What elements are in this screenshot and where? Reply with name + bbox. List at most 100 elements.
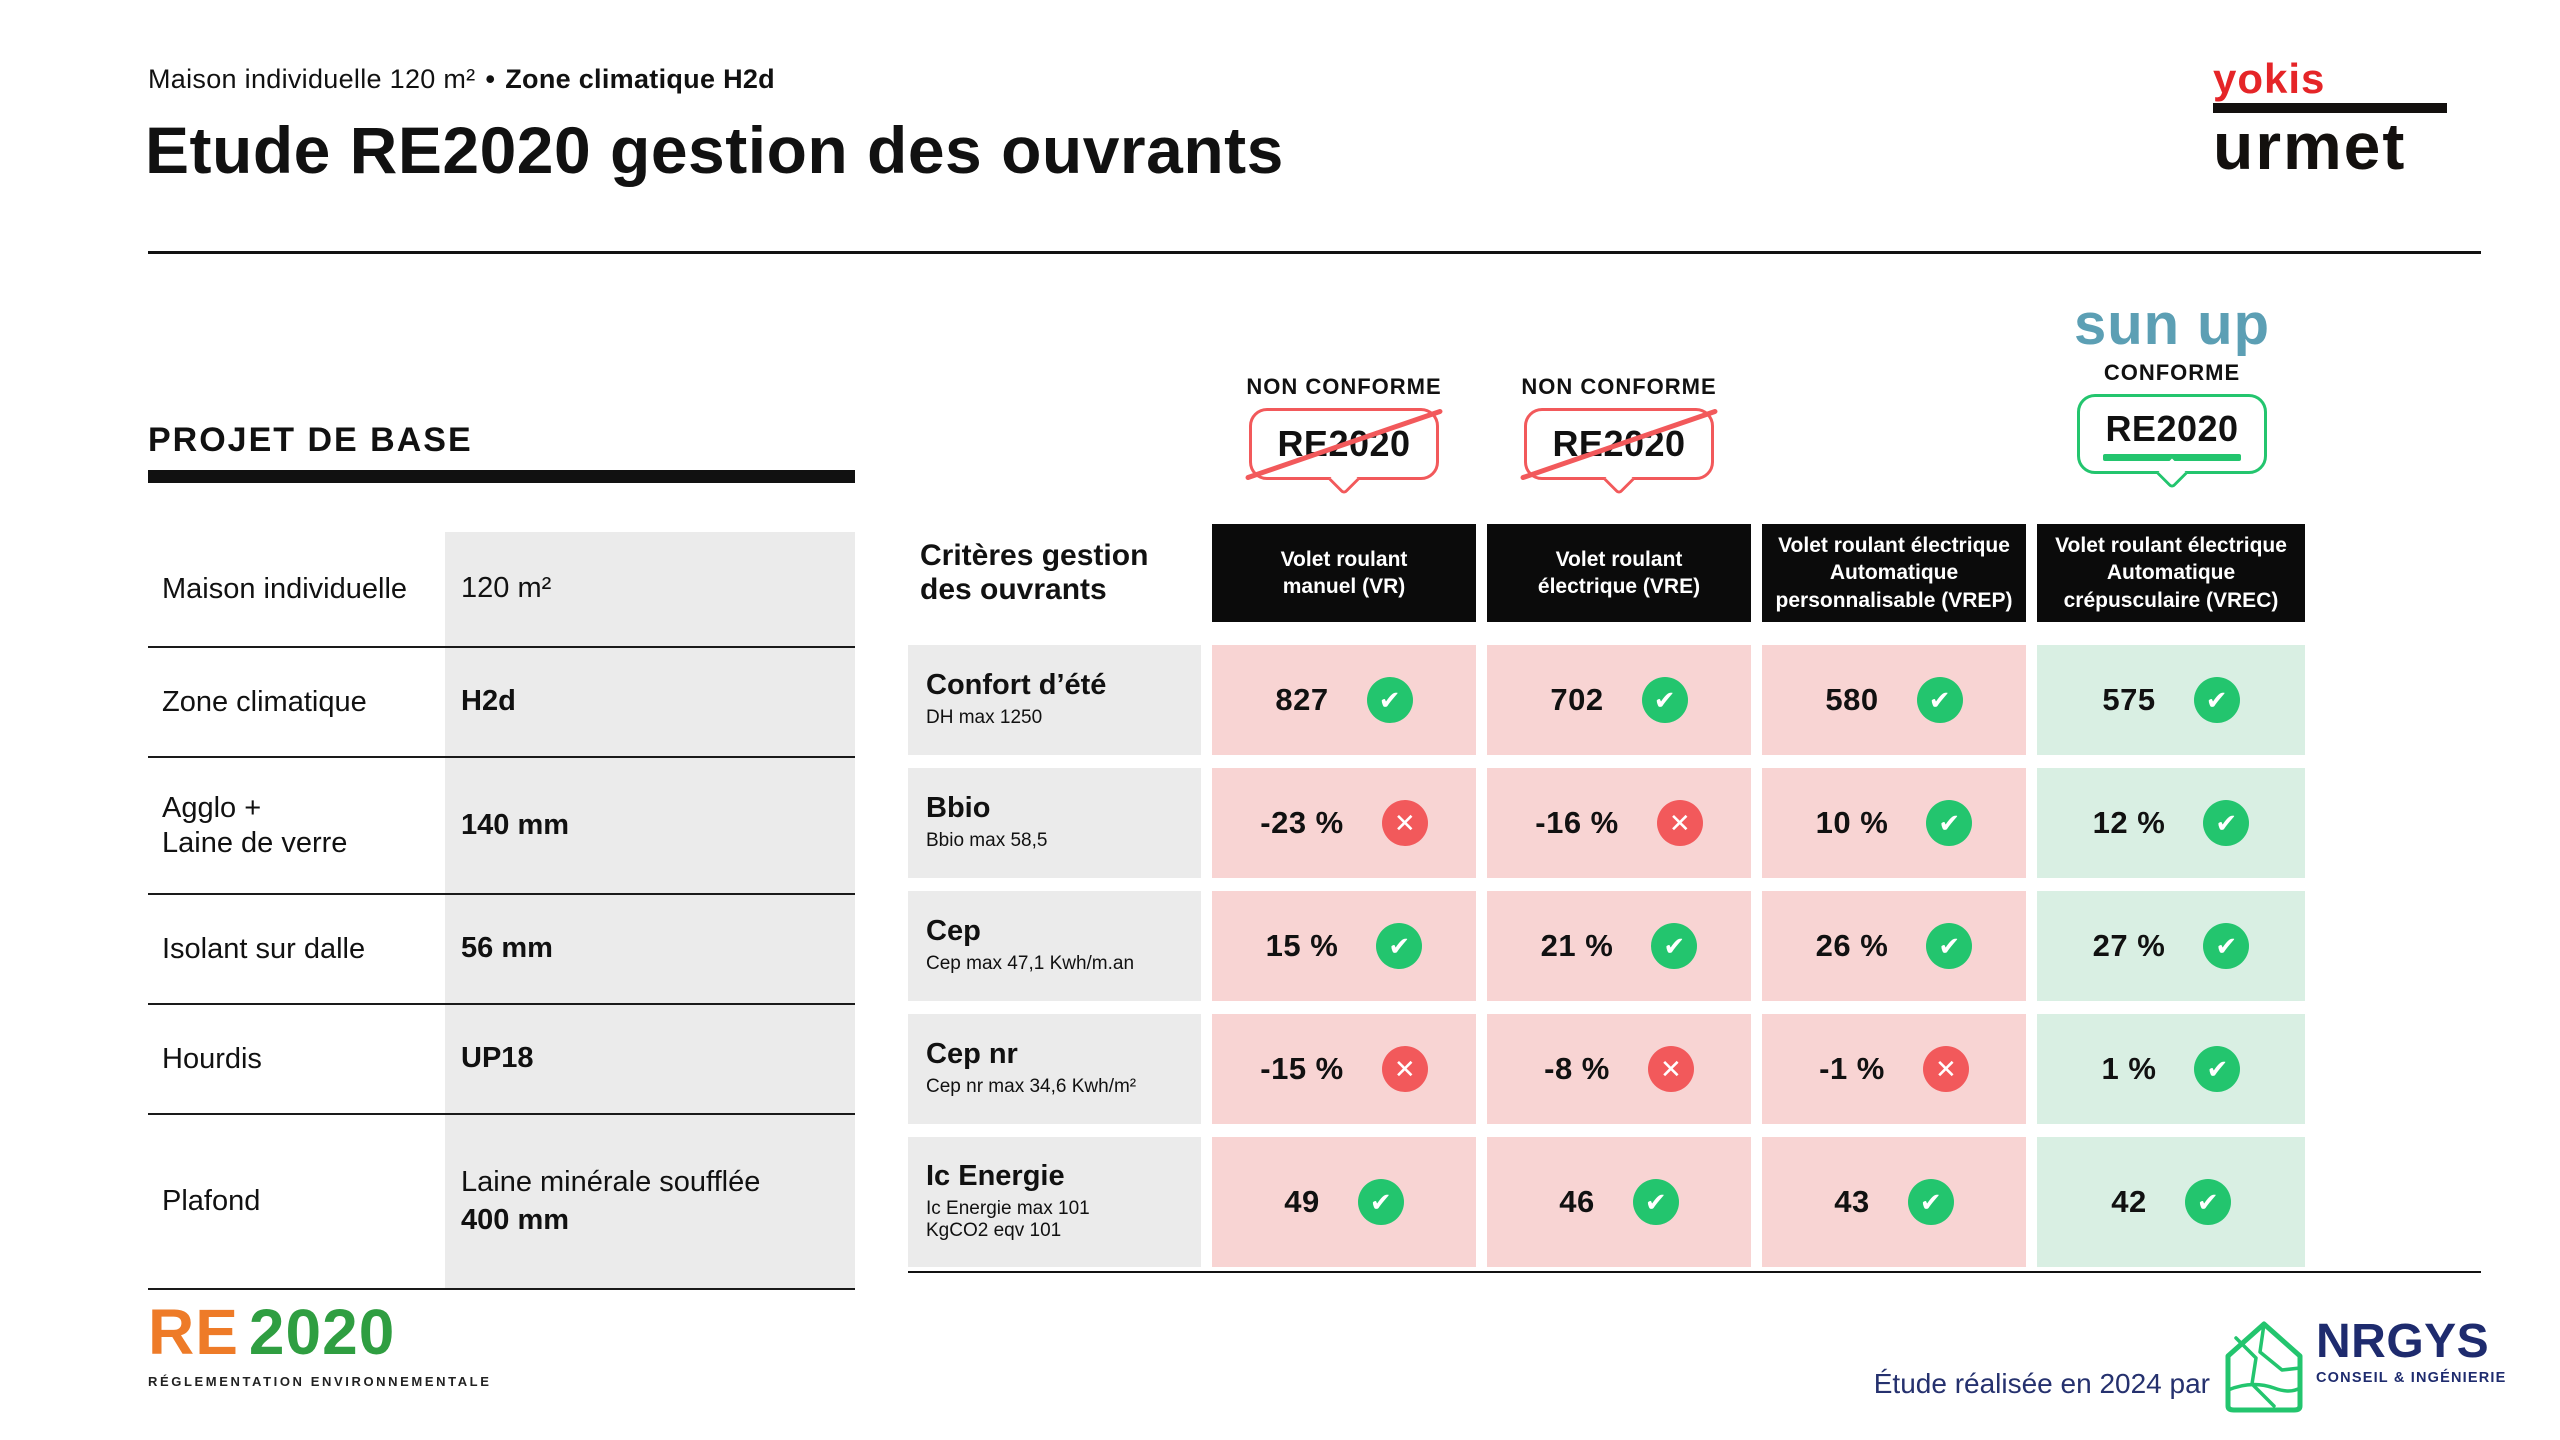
value-cell: 827 <box>1212 645 1476 755</box>
value-cell: 1 % <box>2037 1014 2305 1124</box>
urmet-logo-text: urmet <box>2213 109 2407 183</box>
value-cell: 575 <box>2037 645 2305 755</box>
project-row-label: Zone climatique <box>162 685 367 718</box>
conforme-underline <box>2103 453 2241 461</box>
value-cell: 10 % <box>1762 768 2026 878</box>
criteria-title: Confort d’été <box>926 669 1107 702</box>
re2020-logo-re: RE <box>148 1296 239 1368</box>
criteria-value: 43 <box>1834 1184 1870 1219</box>
criteria-value: 26 % <box>1815 928 1889 963</box>
criteria-title: Bbio <box>926 792 991 825</box>
document-subtitle: Maison individuelle 120 m² • Zone climatiq… <box>148 64 775 95</box>
criteria-value: 21 % <box>1540 928 1614 963</box>
conforme-label: CONFORME <box>2103 360 2241 385</box>
criteria-title: Ic Energie <box>926 1159 1065 1192</box>
criteria-value: -23 % <box>1260 805 1344 840</box>
value-cell: 49 <box>1212 1137 1476 1267</box>
nrgys-tagline: CONSEIL & INGÉNIERIE <box>2316 1370 2507 1386</box>
status-check-icon <box>2193 677 2240 723</box>
criteria-cell: Cep Cep max 47,1 Kwh/m.an <box>908 891 1201 1001</box>
badge-tail <box>1603 464 1635 496</box>
criteria-heading: Critères gestion des ouvrants <box>920 538 1149 607</box>
value-cell: 43 <box>1762 1137 2026 1267</box>
table-row: Agglo + Laine de verre 140 mm <box>148 758 855 895</box>
status-check-icon <box>1926 923 1973 969</box>
value-cell: 21 % <box>1487 891 1751 1001</box>
subtitle-project: Maison individuelle 120 m² <box>148 64 476 94</box>
criteria-value: 15 % <box>1265 928 1339 963</box>
status-cross-icon <box>1656 800 1703 846</box>
value-cell: 26 % <box>1762 891 2026 1001</box>
criteria-value: 49 <box>1284 1184 1320 1219</box>
table-row: Zone climatique H2d <box>148 648 855 758</box>
title-divider <box>148 251 2481 254</box>
re2020-conforme-badge: RE2020 <box>2077 394 2267 490</box>
nrgys-house-icon <box>2225 1321 2303 1413</box>
credit-text: Étude réalisée en 2024 par <box>1873 1368 2210 1399</box>
criteria-value: 46 <box>1559 1184 1595 1219</box>
status-check-icon <box>1651 923 1698 969</box>
project-row-label: Agglo + Laine de verre <box>162 791 348 859</box>
re2020-logo-tagline: RÉGLEMENTATION ENVIRONNEMENTALE <box>148 1374 492 1389</box>
project-row-value: 56 mm <box>445 895 855 1003</box>
status-cross-icon <box>1381 800 1428 846</box>
status-check-icon <box>1357 1179 1404 1225</box>
table-row: Hourdis UP18 <box>148 1005 855 1115</box>
logo-bar <box>2213 103 2447 113</box>
table-row: Maison individuelle 120 m² <box>148 532 855 648</box>
criteria-subtitle: Cep nr max 34,6 Kwh/m² <box>926 1076 1137 1098</box>
badge-conforme-vrec: sun up CONFORME RE2020 <box>2038 292 2306 490</box>
yokis-logo-text: yokis <box>2213 55 2326 102</box>
value-cell: -1 % <box>1762 1014 2026 1124</box>
status-check-icon <box>2194 1046 2241 1092</box>
table-row: Isolant sur dalle 56 mm <box>148 895 855 1005</box>
value-cell: -23 % <box>1212 768 1476 878</box>
status-check-icon <box>1907 1179 1954 1225</box>
project-row-value: UP18 <box>445 1005 855 1113</box>
badge-tail <box>1328 464 1360 496</box>
status-check-icon <box>1632 1179 1679 1225</box>
column-header-vrec: Volet roulant électrique Automatique cré… <box>2037 524 2305 622</box>
value-cell: 46 <box>1487 1137 1751 1267</box>
badge-non-conforme-vr: NON CONFORME RE2020 <box>1212 374 1476 496</box>
status-cross-icon <box>1922 1046 1969 1092</box>
criteria-value: -1 % <box>1819 1051 1885 1086</box>
non-conforme-label: NON CONFORME <box>1246 374 1442 399</box>
value-cell: 12 % <box>2037 768 2305 878</box>
value-cell: 15 % <box>1212 891 1476 1001</box>
value-cell: 27 % <box>2037 891 2305 1001</box>
column-header-vr: Volet roulant manuel (VR) <box>1212 524 1476 622</box>
page-title: Etude RE2020 gestion des ouvrants <box>145 113 1284 187</box>
project-row-value-line2: 400 mm <box>461 1203 570 1236</box>
value-cell: -8 % <box>1487 1014 1751 1124</box>
re2020-crossed-badge: RE2020 <box>1244 408 1444 496</box>
yokis-urmet-logo: yokis urmet <box>2213 58 2447 180</box>
project-section-heading: PROJET DE BASE <box>148 421 473 459</box>
project-row-label: Isolant sur dalle <box>162 932 366 965</box>
project-row-value: 140 mm <box>445 758 855 893</box>
value-cell: 42 <box>2037 1137 2305 1267</box>
comparison-table-body: Confort d’été DH max 1250 827 702 580 57… <box>908 645 2305 1267</box>
value-cell: 580 <box>1762 645 2026 755</box>
column-header-vre: Volet roulant électrique (VRE) <box>1487 524 1751 622</box>
criteria-value: -8 % <box>1544 1051 1610 1086</box>
re2020-logo: RE 2020 RÉGLEMENTATION ENVIRONNEMENTALE <box>148 1300 492 1389</box>
re2020-logo-year: 2020 <box>248 1296 396 1368</box>
column-header-vrep: Volet roulant électrique Automatique per… <box>1762 524 2026 622</box>
criteria-cell: Bbio Bbio max 58,5 <box>908 768 1201 878</box>
project-table: Maison individuelle 120 m² Zone climatiq… <box>148 532 855 1290</box>
nrgys-logo: NRGYS CONSEIL & INGÉNIERIE <box>2222 1318 2507 1414</box>
project-heading-underline <box>148 470 855 483</box>
criteria-value: -16 % <box>1535 805 1619 840</box>
project-row-label: Maison individuelle <box>162 572 408 605</box>
comparison-table-header: Critères gestion des ouvrants Volet roul… <box>908 524 2305 622</box>
criteria-value: 1 % <box>2101 1051 2157 1086</box>
status-cross-icon <box>1381 1046 1428 1092</box>
status-check-icon <box>1376 923 1423 969</box>
criteria-subtitle: DH max 1250 <box>926 707 1043 729</box>
subtitle-zone: Zone climatique H2d <box>505 64 775 94</box>
sun-up-logo: sun up <box>2073 292 2271 357</box>
project-row-value: 120 m² <box>445 532 855 646</box>
project-row-value: Laine minérale soufflée 400 mm <box>445 1115 855 1288</box>
criteria-subtitle: Cep max 47,1 Kwh/m.an <box>926 953 1135 975</box>
